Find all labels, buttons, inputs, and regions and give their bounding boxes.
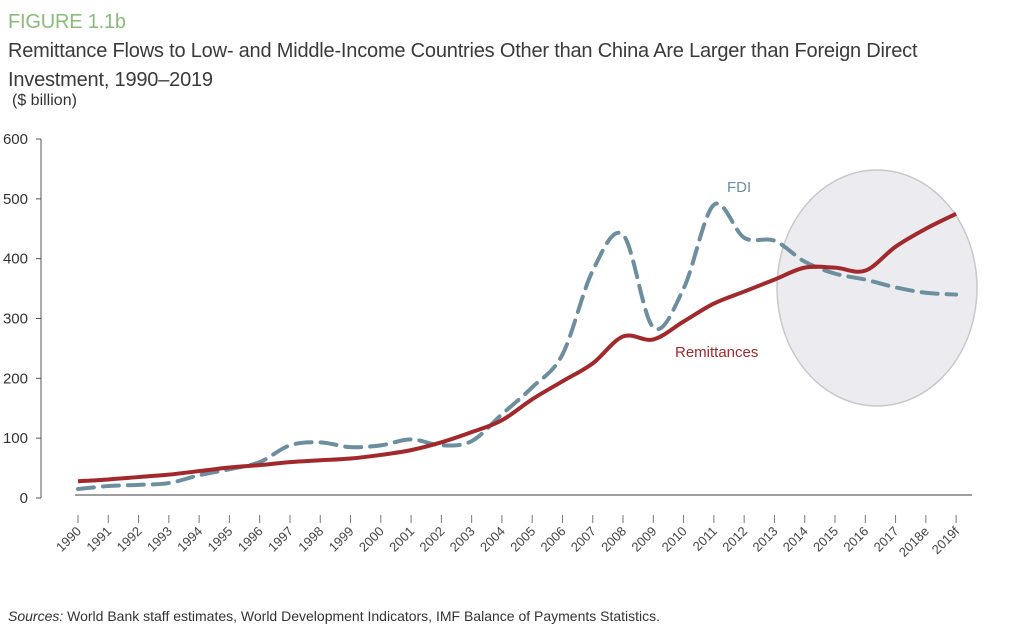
x-tick-label: 2013 <box>750 524 781 555</box>
x-tick-label: 1995 <box>204 524 235 555</box>
highlight-ellipse <box>776 169 978 407</box>
x-tick-label: 2012 <box>719 524 750 555</box>
x-tick-label: 1994 <box>174 524 205 555</box>
x-tick-label: 2001 <box>386 524 417 555</box>
x-tick-label: 1993 <box>144 524 175 555</box>
y-tick-label: 400 <box>3 251 28 268</box>
x-tick-label: 2004 <box>477 524 508 555</box>
x-tick-label: 2011 <box>690 524 720 554</box>
x-tick-label: 2003 <box>447 524 478 555</box>
source-label: Sources: <box>8 608 64 624</box>
x-tick-label: 2006 <box>538 524 569 555</box>
x-tick-label: 1999 <box>326 524 357 555</box>
y-axis-unit: ($ billion) <box>12 92 77 109</box>
x-tick-label: 2014 <box>780 524 811 555</box>
x-tick-label: 2005 <box>507 524 538 555</box>
y-tick-label: 600 <box>3 131 28 148</box>
remittances-line <box>77 211 958 484</box>
x-tick-label: 2016 <box>840 524 871 555</box>
x-tick-label: 2000 <box>356 524 387 555</box>
y-tick-label: 500 <box>3 191 28 208</box>
source-text: World Bank staff estimates, World Develo… <box>63 608 661 624</box>
y-tick-label: 300 <box>3 311 28 328</box>
x-tick-label: 2010 <box>659 524 690 555</box>
y-tick-label: 100 <box>3 430 28 447</box>
source-note: Sources: World Bank staff estimates, Wor… <box>8 608 660 624</box>
x-tick-label: 1990 <box>53 524 84 555</box>
chart-title: FIGURE 1.1b Remittance Flows to Low- and… <box>8 8 1024 95</box>
x-tick-label: 2008 <box>598 524 629 555</box>
x-tick-label: 1991 <box>83 524 114 555</box>
x-tick-label: 2009 <box>628 524 659 555</box>
y-tick-label: 0 <box>20 490 28 507</box>
x-tick-label: 2007 <box>568 524 599 555</box>
fdi-label: FDI <box>727 179 751 196</box>
x-tick-label: 2002 <box>416 524 447 555</box>
x-tick-label: 1998 <box>295 524 326 555</box>
figure-label: FIGURE 1.1b <box>8 11 126 33</box>
x-tick-label: 1996 <box>235 524 266 555</box>
x-tick-label: 1997 <box>265 524 296 555</box>
x-tick-label: 2018e <box>896 524 932 560</box>
chart-title-text: Remittance Flows to Low- and Middle-Inco… <box>8 40 918 91</box>
y-tick-label: 200 <box>3 370 28 387</box>
x-tick-label: 2019f <box>929 523 963 557</box>
x-tick-label: 2015 <box>810 524 841 555</box>
remittances-label: Remittances <box>675 344 758 361</box>
x-tick-label: 1992 <box>114 524 145 555</box>
